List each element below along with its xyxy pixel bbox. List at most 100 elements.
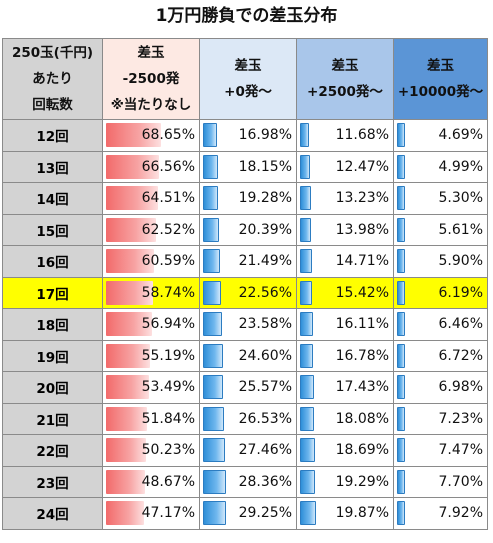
positive-bar xyxy=(300,375,314,399)
row-label: 15回 xyxy=(2,213,103,246)
header-line: 差玉 xyxy=(427,58,454,74)
header-line: 差玉 xyxy=(331,58,359,74)
row-label: 12回 xyxy=(2,119,103,152)
value-cell: 28.36% xyxy=(199,465,297,498)
value-cell: 19.29% xyxy=(296,465,394,498)
value-cell: 6.46% xyxy=(393,308,488,341)
value-cell: 6.98% xyxy=(393,371,488,404)
row-label: 13回 xyxy=(2,150,103,183)
table-body: 12回 68.65% 16.98% 11.68% 4.69% 13回 66.56% 18.15… xyxy=(2,119,488,530)
header-line: +0発～ xyxy=(224,84,272,100)
header-line: 差玉 xyxy=(234,58,262,74)
percent-value: 13.98% xyxy=(335,221,389,238)
table-row: 20回 53.49% 25.57% 17.43% 6.98% xyxy=(2,371,488,404)
value-cell: 16.98% xyxy=(199,119,297,152)
percent-value: 4.99% xyxy=(438,158,483,175)
value-cell: 18.15% xyxy=(199,150,297,183)
positive-bar xyxy=(300,343,314,368)
positive-bar xyxy=(203,280,222,305)
positive-bar xyxy=(203,343,223,368)
percent-value: 5.30% xyxy=(438,190,483,206)
distribution-table: 250玉(千円) あたり 回転数 差玉 -2500発 ※当たりなし 差玉 +0発… xyxy=(2,38,488,530)
percent-value: 55.19% xyxy=(141,347,195,364)
value-cell: 23.58% xyxy=(199,308,297,341)
percent-value: 50.23% xyxy=(141,442,195,458)
negative-bar xyxy=(106,501,144,525)
value-cell: 13.98% xyxy=(296,213,394,246)
percent-value: 13.23% xyxy=(335,190,389,206)
percent-value: 7.47% xyxy=(438,442,483,458)
header-spins: 250玉(千円) あたり 回転数 xyxy=(2,38,103,120)
positive-bar xyxy=(300,469,316,494)
row-label: 14回 xyxy=(2,182,103,215)
value-cell: 18.69% xyxy=(296,434,394,467)
value-cell: 19.28% xyxy=(199,182,297,215)
value-cell: 7.70% xyxy=(393,465,488,498)
row-label: 20回 xyxy=(2,371,103,404)
positive-bar xyxy=(300,501,316,525)
value-cell: 4.69% xyxy=(393,119,488,152)
table-row: 15回 62.52% 20.39% 13.98% 5.61% xyxy=(2,213,488,246)
percent-value: 7.23% xyxy=(438,410,483,427)
value-cell: 7.92% xyxy=(393,497,488,530)
row-label: 18回 xyxy=(2,308,103,341)
percent-value: 68.65% xyxy=(141,127,195,143)
positive-bar xyxy=(397,469,405,494)
row-label: 21回 xyxy=(2,402,103,435)
value-cell: 51.84% xyxy=(102,402,200,435)
positive-bar xyxy=(397,249,405,273)
percent-value: 17.43% xyxy=(335,379,389,395)
positive-bar xyxy=(397,154,405,179)
header-row: 250玉(千円) あたり 回転数 差玉 -2500発 ※当たりなし 差玉 +0発… xyxy=(2,38,488,120)
table-row: 17回 58.74% 22.56% 15.42% 6.19% xyxy=(2,276,488,309)
value-cell: 22.56% xyxy=(199,276,297,309)
header-line: 差玉 xyxy=(137,45,165,61)
negative-bar xyxy=(106,406,148,431)
positive-bar xyxy=(203,375,224,399)
positive-bar xyxy=(203,501,227,525)
negative-bar xyxy=(106,280,153,305)
negative-bar xyxy=(106,343,151,368)
value-cell: 26.53% xyxy=(199,402,297,435)
positive-bar xyxy=(203,154,218,179)
percent-value: 6.46% xyxy=(438,316,483,332)
percent-value: 22.56% xyxy=(238,284,292,301)
percent-value: 20.39% xyxy=(238,221,292,238)
value-cell: 5.90% xyxy=(393,245,488,278)
row-label: 23回 xyxy=(2,465,103,498)
percent-value: 19.87% xyxy=(335,505,389,521)
value-cell: 13.23% xyxy=(296,182,394,215)
value-cell: 15.42% xyxy=(296,276,394,309)
positive-bar xyxy=(300,280,313,305)
value-cell: 55.19% xyxy=(102,339,200,372)
value-cell: 27.46% xyxy=(199,434,297,467)
value-cell: 12.47% xyxy=(296,150,394,183)
positive-bar xyxy=(300,186,311,210)
row-label: 24回 xyxy=(2,497,103,530)
table-row: 16回 60.59% 21.49% 14.71% 5.90% xyxy=(2,245,488,278)
percent-value: 4.69% xyxy=(438,127,483,143)
positive-bar xyxy=(397,312,405,336)
percent-value: 19.29% xyxy=(335,473,389,490)
row-label: 22回 xyxy=(2,434,103,467)
value-cell: 16.11% xyxy=(296,308,394,341)
header-spins-line: 回転数 xyxy=(32,97,73,113)
percent-value: 25.57% xyxy=(238,379,292,395)
negative-bar xyxy=(106,249,155,273)
header-line: ※当たりなし xyxy=(110,97,192,113)
percent-value: 28.36% xyxy=(238,473,292,490)
percent-value: 14.71% xyxy=(335,253,389,269)
percent-value: 66.56% xyxy=(141,158,195,175)
table-row: 13回 66.56% 18.15% 12.47% 4.99% xyxy=(2,150,488,183)
header-plus0: 差玉 +0発～ xyxy=(199,38,297,120)
negative-bar xyxy=(106,312,152,336)
value-cell: 24.60% xyxy=(199,339,297,372)
percent-value: 24.60% xyxy=(238,347,292,364)
percent-value: 5.90% xyxy=(438,253,483,269)
header-line: +2500発～ xyxy=(307,84,383,100)
percent-value: 27.46% xyxy=(238,442,292,458)
negative-bar xyxy=(106,438,147,462)
value-cell: 47.17% xyxy=(102,497,200,530)
percent-value: 6.72% xyxy=(438,347,483,364)
negative-bar xyxy=(106,123,161,147)
